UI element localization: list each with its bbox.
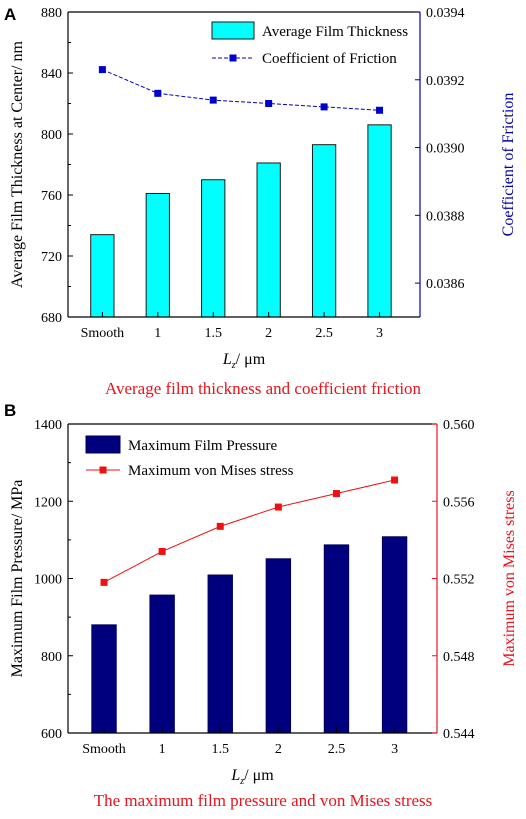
- bar: [311, 144, 337, 318]
- line-point: [332, 490, 340, 498]
- y-tick-label: 760: [41, 189, 62, 204]
- y-tick-label: 1200: [34, 495, 62, 510]
- line-point: [154, 89, 162, 97]
- line-point: [100, 578, 108, 586]
- line-point: [391, 476, 399, 484]
- y-axis-label: Average Film Thickness at Center/ nm: [9, 40, 26, 287]
- x-tick-label: 3: [391, 742, 398, 757]
- line-point: [98, 66, 106, 74]
- x-tick-label: 1: [154, 326, 161, 341]
- bar: [323, 544, 350, 734]
- bar: [381, 536, 408, 734]
- x-tick-label: Smooth: [81, 326, 125, 341]
- figure-caption: Average film thickness and coefficient f…: [105, 379, 422, 398]
- figure-caption: The maximum film pressure and von Mises …: [94, 791, 433, 810]
- line-point: [216, 522, 224, 530]
- legend-label: Average Film Thickness: [262, 24, 408, 40]
- legend-marker: [229, 54, 237, 62]
- y2-tick-label: 0.0386: [426, 277, 465, 292]
- x-tick-label: 1: [159, 742, 166, 757]
- y-tick-label: 880: [41, 6, 62, 21]
- bar: [149, 594, 175, 734]
- panel-a: A 680 720 760 800 840 880 0.0386 0.0388 0.0390 0.0…: [4, 5, 517, 398]
- y-tick-label: 1400: [34, 418, 62, 433]
- legend-label: Maximum Film Pressure: [128, 438, 278, 454]
- y2-tick-label: 0.0394: [426, 6, 465, 21]
- y2-tick-label: 0.0392: [426, 74, 465, 89]
- panel-letter: A: [4, 5, 16, 24]
- y-tick-label: 840: [41, 67, 62, 82]
- x-tick-label: 1.5: [211, 742, 229, 757]
- bar: [367, 124, 392, 318]
- bar: [91, 624, 117, 734]
- series-line: [102, 69, 380, 111]
- bar: [207, 574, 233, 734]
- bar: [256, 162, 281, 318]
- bar: [265, 558, 292, 734]
- legend-marker: [99, 466, 107, 474]
- y2-tick-label: 0.552: [443, 573, 475, 588]
- bar: [145, 192, 170, 318]
- legend-swatch: [85, 435, 121, 454]
- line-point: [376, 106, 384, 114]
- x-tick-label: 2: [265, 326, 272, 341]
- y2-tick-label: 0.0390: [426, 142, 465, 157]
- x-tick-label: 1.5: [204, 326, 222, 341]
- line-point: [209, 96, 217, 104]
- x-tick-label: 2.5: [328, 742, 346, 757]
- x-tick-label: 2.5: [315, 326, 333, 341]
- line-point: [265, 100, 273, 107]
- y-tick-label: 600: [41, 727, 62, 742]
- x-tick-label: 2: [275, 742, 282, 757]
- y2-tick-label: 0.556: [443, 495, 475, 510]
- y-axis-label: Maximum Film Pressure/ MPa: [9, 480, 26, 678]
- y-tick-label: 800: [41, 650, 62, 665]
- panel-letter: B: [4, 401, 16, 420]
- y2-tick-label: 0.544: [443, 727, 475, 742]
- legend-label: Maximum von Mises stress: [128, 463, 294, 479]
- y2-tick-label: 0.0388: [426, 209, 465, 224]
- legend-label: Coefficient of Friction: [262, 51, 397, 67]
- y-tick-label: 800: [41, 128, 62, 143]
- y-tick-label: 720: [41, 250, 62, 265]
- bar: [90, 234, 115, 318]
- line-point: [158, 547, 166, 555]
- y2-tick-label: 0.560: [443, 418, 475, 433]
- legend-swatch: [211, 21, 255, 40]
- panel-b: B 600 800 1000 1200 1400 0.544 0.548 0.552 0.556 0…: [4, 401, 518, 810]
- x-axis-label: Lz/ μm: [230, 767, 274, 787]
- x-tick-label: 3: [376, 326, 383, 341]
- x-tick-label: Smooth: [82, 742, 126, 757]
- y-tick-label: 1000: [34, 573, 62, 588]
- line-point: [320, 103, 328, 111]
- series-line: [103, 479, 395, 583]
- y2-axis-label: Maximum von Mises stress: [501, 490, 518, 666]
- y2-tick-label: 0.548: [443, 650, 475, 665]
- y-tick-label: 680: [41, 311, 62, 326]
- x-axis-label: Lz/ μm: [222, 351, 266, 371]
- bar: [201, 179, 226, 318]
- y2-axis-label: Coefficient of Friction: [500, 93, 517, 237]
- line-point: [274, 503, 282, 511]
